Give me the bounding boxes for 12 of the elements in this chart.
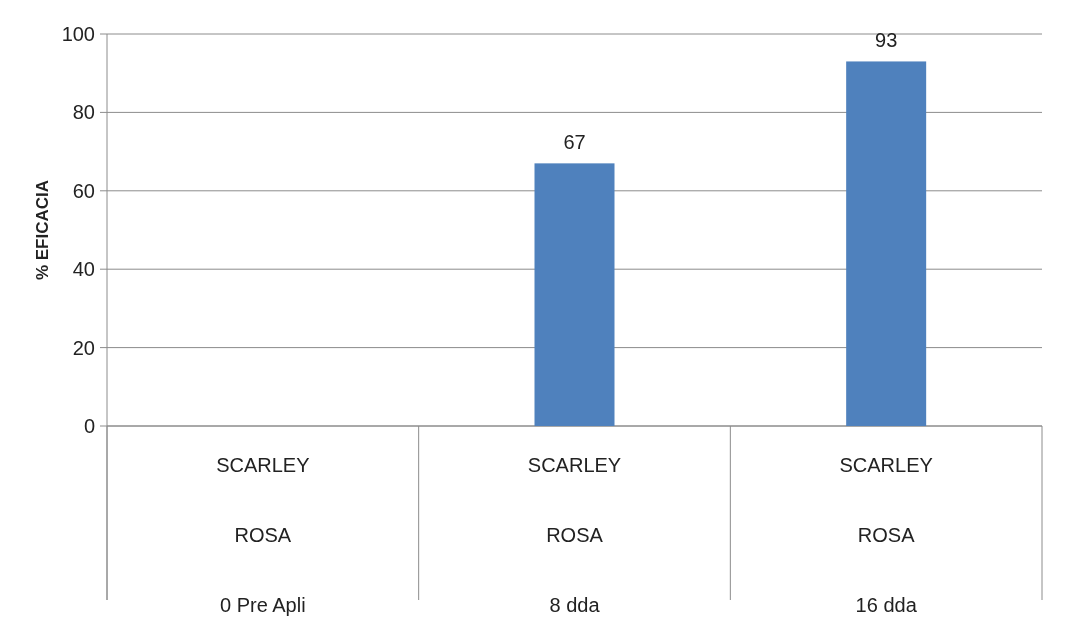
y-tick-label: 40 [72, 258, 95, 281]
y-tick-label: 0 [83, 415, 95, 437]
y-tick-label: 20 [72, 336, 95, 359]
category-label: SCARLEY ROSA 8 dda [527, 454, 622, 616]
category-label: SCARLEY ROSA 16 dda [839, 454, 933, 616]
y-tick-label: 80 [72, 101, 95, 124]
data-label: 93 [875, 29, 898, 52]
data-label: 67 [563, 131, 586, 154]
y-axis-title: % EFICACIA [33, 179, 52, 281]
y-tick-label: 100 [61, 23, 95, 45]
y-tick-label: 60 [72, 179, 95, 202]
category-label: SCARLEY ROSA 0 Pre Apli [216, 454, 310, 616]
